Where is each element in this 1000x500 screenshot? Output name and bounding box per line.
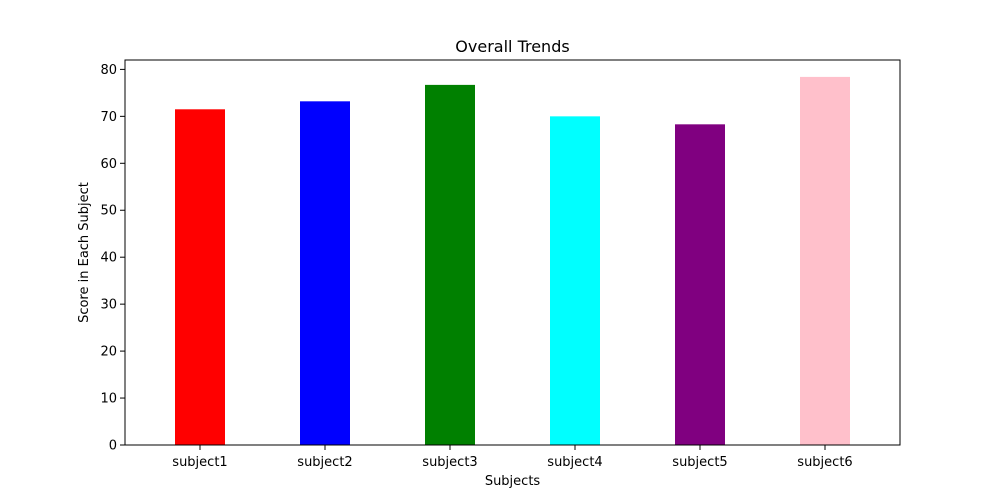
bar-subject4 [550,116,600,445]
x-tick-label: subject3 [422,455,477,470]
y-tick-label: 20 [100,345,117,360]
y-axis-label: Score in Each Subject [77,182,92,323]
y-tick-label: 0 [109,439,117,454]
y-tick-label: 60 [100,157,117,172]
x-tick-label: subject2 [297,455,352,470]
y-tick-label: 80 [100,63,117,78]
plot-frame [124,59,901,446]
x-tick-label: subject1 [172,455,227,470]
y-axis-ticks: 0 10 20 30 40 50 60 70 80 [100,63,125,454]
x-tick-label: subject6 [797,455,852,470]
bar-subject5 [675,124,725,445]
x-axis-ticks: subject1 subject2 subject3 subject4 subject5… [172,445,853,470]
y-tick-label: 10 [100,392,117,407]
y-tick-label: 40 [100,251,117,266]
y-tick-label: 50 [100,204,117,219]
bar-subject1 [175,109,225,446]
bar-subject6 [800,76,850,445]
y-tick-label: 70 [100,110,117,125]
bar-subject2 [300,101,350,445]
x-tick-label: subject5 [672,455,727,470]
x-tick-label: subject4 [547,455,602,470]
bar-subject3 [425,84,475,445]
y-tick-label: 30 [100,298,117,313]
x-axis-label: Subjects [485,474,541,489]
bars-group [175,76,850,446]
chart-title: Overall Trends [455,37,569,56]
